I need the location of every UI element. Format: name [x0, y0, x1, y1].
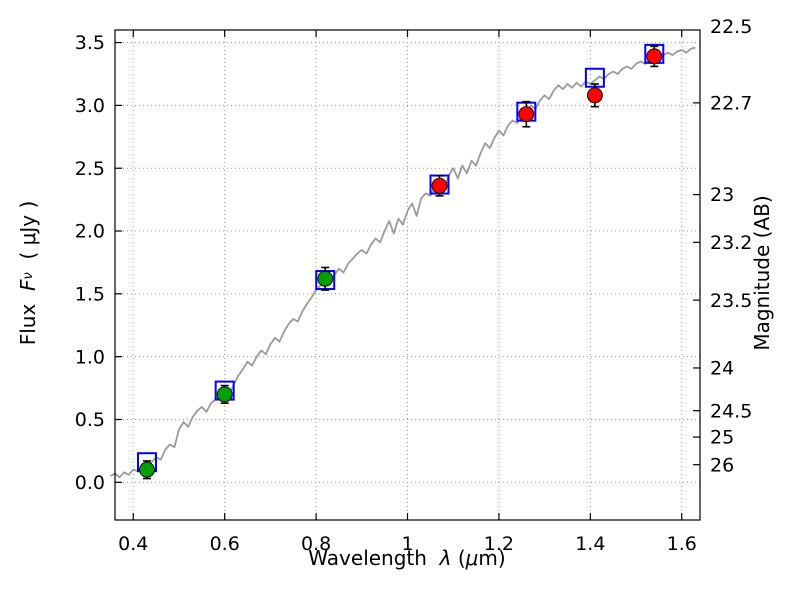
y-tick-label-left: 0.0	[75, 472, 105, 494]
y-tick-label-left: 0.5	[75, 409, 105, 431]
y-tick-label-right: 24	[710, 358, 734, 380]
x-tick-label: 1.6	[667, 533, 697, 555]
y-tick-label-left: 1.0	[75, 346, 105, 368]
observed-optical-point	[216, 386, 233, 403]
observed-optical-point	[317, 270, 334, 287]
x-tick-label: 0.8	[301, 533, 331, 555]
x-tick-label: 1	[401, 533, 413, 555]
y-tick-label-right: 25	[710, 427, 734, 449]
xlabel-unit-open: (	[451, 546, 466, 570]
y-axis-label-right: Magnitude (AB)	[747, 123, 777, 423]
y-tick-label-left: 2.0	[75, 221, 105, 243]
y-tick-label-right: 23.5	[710, 290, 752, 312]
x-tick-label: 0.6	[210, 533, 240, 555]
spectrum-line	[109, 46, 696, 479]
y-tick-label-right: 22.5	[710, 16, 752, 38]
observed-infrared-point	[431, 177, 448, 194]
flux-symbol: F	[16, 279, 40, 291]
x-axis-label: Wavelength λ (μ m)	[207, 543, 607, 573]
ylabel-flux-text: Flux	[16, 291, 40, 346]
lambda-symbol: λ	[439, 546, 452, 570]
y-tick-label-left: 2.5	[75, 158, 105, 180]
x-tick-label: 1.2	[484, 533, 514, 555]
y-tick-label-left: 3.5	[75, 32, 105, 54]
nu-subscript: ν	[20, 272, 36, 280]
x-tick-label: 0.4	[118, 533, 148, 555]
y-tick-label-left: 1.5	[75, 283, 105, 305]
magnitude-label-text: Magnitude (AB)	[750, 195, 774, 351]
y-tick-label-right: 26	[710, 454, 734, 476]
y-tick-label-right: 24.5	[710, 400, 752, 422]
y-tick-label-right: 22.7	[710, 93, 752, 115]
ylabel-unit: ( μJy )	[16, 200, 40, 273]
mu-symbol: μ	[465, 546, 479, 570]
x-tick-label: 1.4	[575, 533, 605, 555]
y-tick-label-right: 23.2	[710, 232, 752, 254]
observed-infrared-point	[586, 87, 603, 104]
xlabel-text: Wavelength	[308, 546, 440, 570]
y-tick-label-right: 23	[710, 184, 734, 206]
observed-infrared-point	[518, 106, 535, 123]
observed-infrared-point	[646, 48, 663, 65]
xlabel-unit-close: m)	[478, 546, 506, 570]
y-tick-label-left: 3.0	[75, 95, 105, 117]
observed-optical-point	[139, 461, 155, 478]
